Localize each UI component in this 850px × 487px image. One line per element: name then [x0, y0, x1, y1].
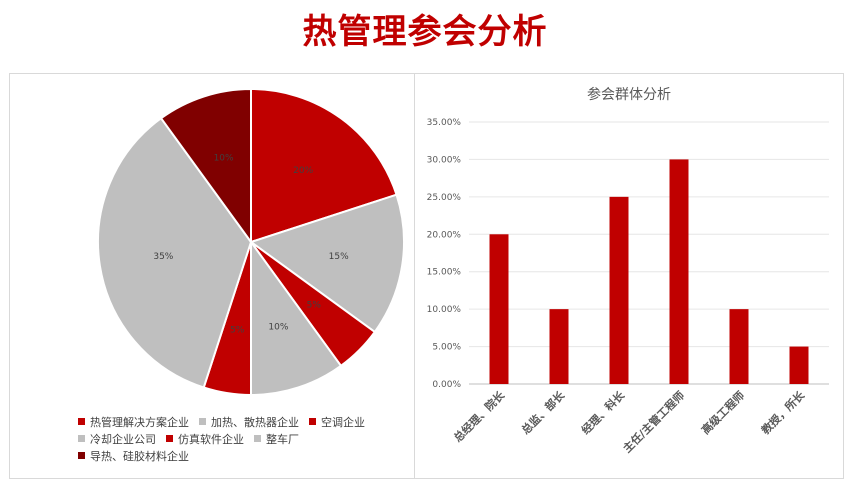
- legend-label: 仿真软件企业: [178, 432, 244, 446]
- legend-item: 仿真软件企业: [166, 431, 244, 447]
- pie-slice: [159, 87, 252, 246]
- x-tick-label: 高级工程师: [698, 388, 747, 437]
- bar-chart-panel: 参会群体分析 0.00% 5.00% 10.00% 15.00% 20.00% 25.00…: [414, 73, 844, 479]
- y-tick-label: 0.00%: [432, 380, 461, 390]
- x-tick-label: 教授，所长: [758, 388, 808, 438]
- pie-data-label: 20%: [293, 166, 313, 176]
- bar: [789, 346, 809, 384]
- pie-data-label: 5%: [307, 301, 322, 311]
- pie-legend: 热管理解决方案企业 加热、散热器企业 空调企业 冷却企业公司 仿真软件企业 整车…: [78, 413, 408, 464]
- bar: [489, 234, 509, 384]
- legend-swatch: [254, 435, 261, 442]
- pie-data-label: 35%: [153, 252, 173, 262]
- y-tick-label: 35.00%: [427, 118, 462, 128]
- legend-swatch: [78, 452, 85, 459]
- bar: [549, 309, 569, 384]
- legend-swatch: [78, 418, 85, 425]
- pie-slice: [97, 116, 253, 389]
- y-tick-label: 30.00%: [427, 155, 462, 165]
- y-tick-label: 20.00%: [427, 230, 462, 240]
- legend-swatch: [309, 418, 316, 425]
- legend-label: 空调企业: [321, 415, 365, 429]
- y-tick-label: 15.00%: [427, 268, 462, 278]
- legend-label: 导热、硅胶材料企业: [90, 449, 189, 463]
- y-tick-label: 25.00%: [427, 193, 462, 203]
- legend-label: 冷却企业公司: [90, 432, 156, 446]
- page-title: 热管理参会分析: [302, 12, 548, 52]
- legend-item: 加热、散热器企业: [199, 414, 299, 430]
- x-tick-label: 总监、部长: [518, 388, 567, 437]
- y-tick-label: 5.00%: [432, 343, 461, 353]
- bar: [729, 309, 749, 384]
- legend-label: 整车厂: [266, 432, 299, 446]
- pie-slice: [248, 193, 405, 334]
- legend-item: 整车厂: [254, 431, 299, 447]
- legend-swatch: [78, 435, 85, 442]
- bar: [609, 196, 629, 384]
- legend-item: 导热、硅胶材料企业: [78, 448, 189, 464]
- bar-chart: 0.00% 5.00% 10.00% 15.00% 20.00% 25.00% 30.00%…: [427, 118, 829, 455]
- legend-label: 加热、散热器企业: [211, 415, 299, 429]
- legend-item: 空调企业: [309, 414, 365, 430]
- pie-data-label: 15%: [329, 252, 349, 262]
- pie-data-label: 10%: [268, 322, 288, 332]
- pie-chart-panel: 20% 15% 5% 10% 5% 35% 10% 热管理解决方案企业 加热、散热器企业 空…: [9, 73, 415, 479]
- y-tick-label: 10.00%: [427, 305, 462, 315]
- legend-item: 冷却企业公司: [78, 431, 156, 447]
- pie-slice: [250, 238, 343, 397]
- pie-chart: 20% 15% 5% 10% 5% 35% 10%: [97, 87, 405, 397]
- bar: [669, 159, 689, 384]
- pie-data-label: 10%: [214, 154, 234, 164]
- legend-item: 热管理解决方案企业: [78, 414, 189, 430]
- legend-label: 热管理解决方案企业: [90, 415, 189, 429]
- legend-swatch: [166, 435, 173, 442]
- x-tick-label: 经理、科长: [578, 388, 627, 437]
- pie-data-label: 5%: [230, 326, 245, 336]
- bar-chart-title: 参会群体分析: [587, 87, 671, 103]
- pie-slice: [250, 87, 398, 244]
- x-tick-label: 总经理、院长: [451, 388, 508, 445]
- x-tick-label: 主任/主管工程师: [620, 388, 687, 455]
- legend-swatch: [199, 418, 206, 425]
